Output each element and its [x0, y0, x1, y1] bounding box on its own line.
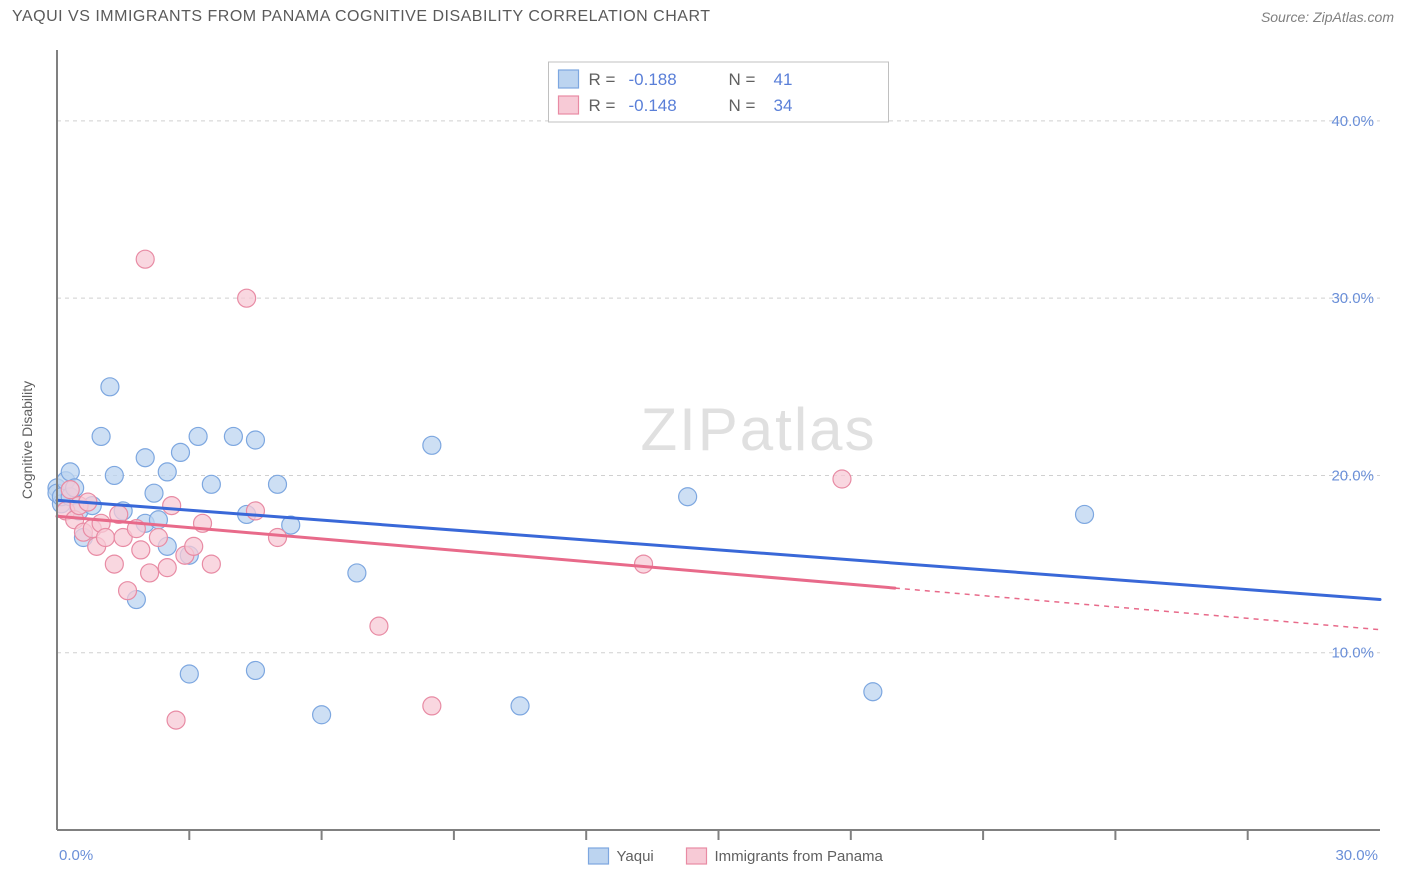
watermark: ZIPatlas [640, 396, 876, 463]
legend-n-value: 41 [774, 70, 793, 89]
scatter-point [269, 529, 287, 547]
scatter-point [105, 555, 123, 573]
scatter-point [348, 564, 366, 582]
scatter-point [163, 497, 181, 515]
legend-r-label: R = [589, 96, 616, 115]
scatter-point [167, 711, 185, 729]
y-tick-label: 10.0% [1331, 645, 1374, 662]
legend-r-value: -0.188 [629, 70, 677, 89]
scatter-point [61, 481, 79, 499]
legend-n-label: N = [729, 96, 756, 115]
scatter-point [185, 537, 203, 555]
scatter-point [136, 250, 154, 268]
scatter-point [97, 529, 115, 547]
scatter-point [202, 555, 220, 573]
y-tick-label: 30.0% [1331, 290, 1374, 307]
scatter-point [202, 475, 220, 493]
scatter-point [313, 706, 331, 724]
scatter-point [136, 449, 154, 467]
legend-r-label: R = [589, 70, 616, 89]
scatter-point [833, 470, 851, 488]
scatter-point [246, 431, 264, 449]
scatter-point [423, 697, 441, 715]
scatter-point [171, 443, 189, 461]
chart-title: YAQUI VS IMMIGRANTS FROM PANAMA COGNITIV… [12, 8, 711, 26]
scatter-point [105, 466, 123, 484]
scatter-point [132, 541, 150, 559]
scatter-point [149, 529, 167, 547]
scatter-point [145, 484, 163, 502]
scatter-point [1076, 505, 1094, 523]
trend-line [57, 500, 1380, 599]
scatter-point [423, 436, 441, 454]
scatter-point [189, 427, 207, 445]
legend-swatch [589, 848, 609, 864]
scatter-point [180, 665, 198, 683]
scatter-point [635, 555, 653, 573]
scatter-point [370, 617, 388, 635]
legend-n-value: 34 [774, 96, 793, 115]
legend-n-label: N = [729, 70, 756, 89]
x-tick-label: 0.0% [59, 847, 93, 864]
scatter-point [511, 697, 529, 715]
scatter-chart: 10.0% 20.0% 30.0% 40.0% ZIPatlas 0.0% 30.0% Cog… [12, 40, 1394, 880]
scatter-point [864, 683, 882, 701]
scatter-point [238, 289, 256, 307]
y-tick-label: 40.0% [1331, 113, 1374, 130]
y-axis-label: Cognitive Disability [19, 381, 35, 499]
scatter-point [269, 475, 287, 493]
scatter-point [224, 427, 242, 445]
x-tick-label: 30.0% [1335, 847, 1378, 864]
y-tick-label: 20.0% [1331, 467, 1374, 484]
scatter-point [92, 427, 110, 445]
scatter-point [119, 582, 137, 600]
scatter-point [246, 661, 264, 679]
scatter-point [158, 463, 176, 481]
legend-series-label: Yaqui [617, 848, 654, 865]
scatter-point [158, 559, 176, 577]
source-label: Source: ZipAtlas.com [1261, 9, 1394, 25]
legend-swatch [559, 96, 579, 114]
scatter-point [101, 378, 119, 396]
legend-swatch [559, 70, 579, 88]
scatter-point [246, 502, 264, 520]
scatter-point [61, 463, 79, 481]
legend-series-label: Immigrants from Panama [715, 848, 884, 865]
legend-swatch [687, 848, 707, 864]
scatter-point [141, 564, 159, 582]
legend-r-value: -0.148 [629, 96, 677, 115]
scatter-point [679, 488, 697, 506]
